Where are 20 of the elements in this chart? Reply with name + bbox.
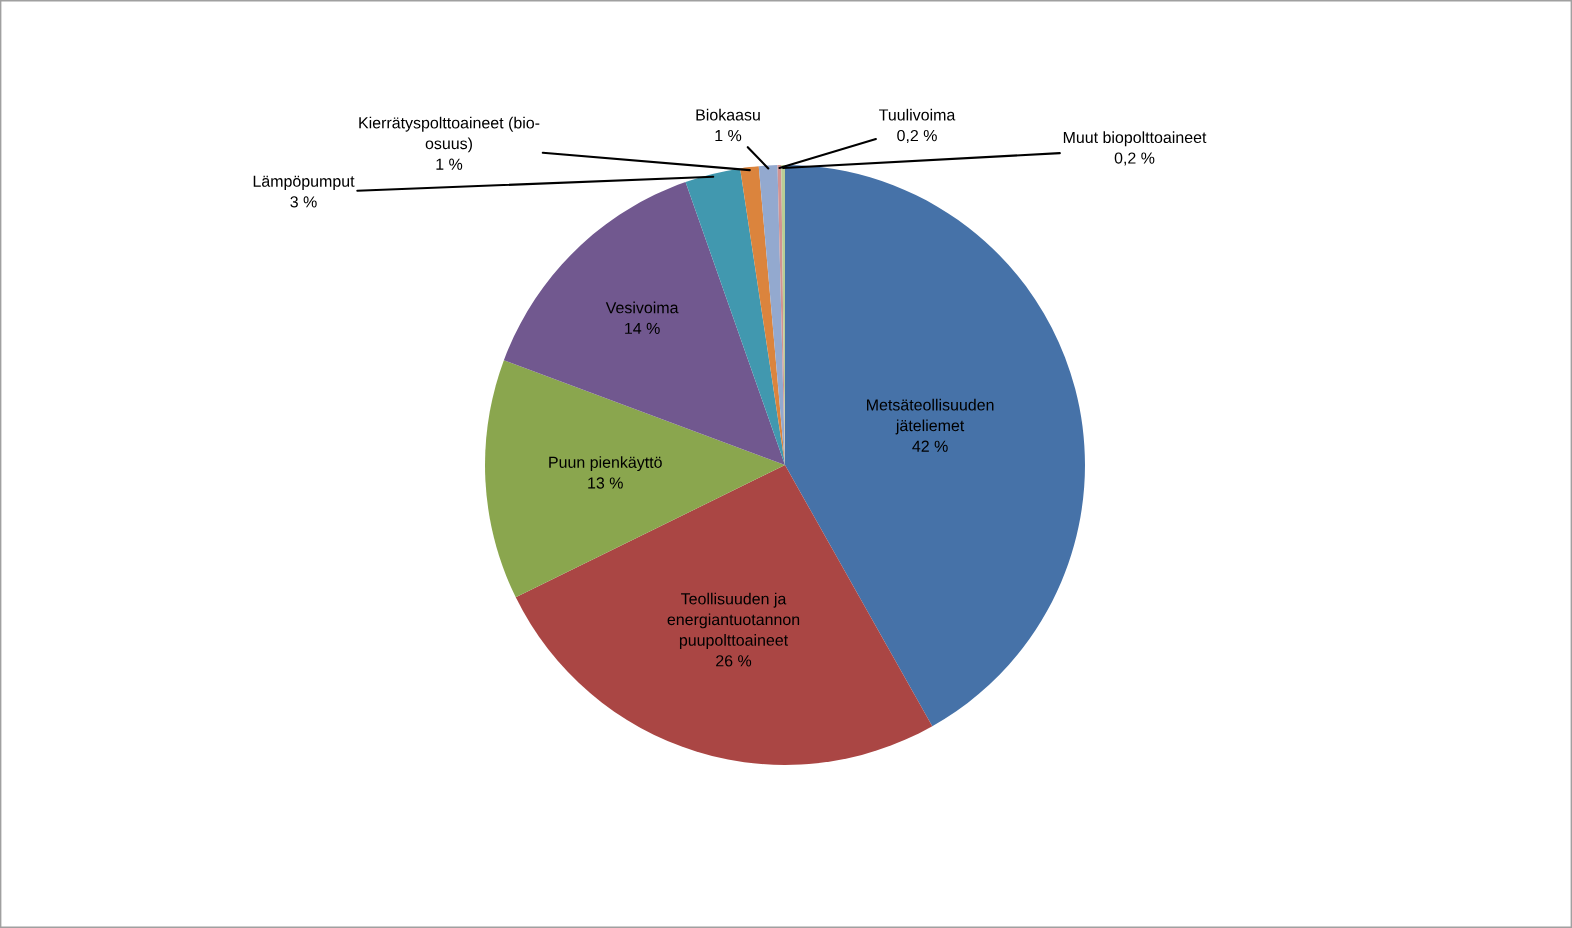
slice-label: Vesivoima	[605, 301, 679, 314]
data-label: 26 %	[716, 655, 752, 667]
slice-label: Biokaasu	[696, 108, 760, 121]
data-label: 42 %	[912, 440, 948, 452]
data-label: 1 %	[715, 129, 742, 142]
slice-label: Muut biopolttoaineet	[1063, 131, 1207, 147]
slice-label: Metsäteollisuuden jäteliemet	[867, 398, 994, 435]
data-label: 14 %	[625, 322, 660, 334]
slice-label: Teollisuuden ja energiantuotannon puupolttoaineet	[667, 592, 800, 649]
slice-label: Puun pienkäyttö	[549, 456, 662, 472]
pie-slice	[740, 166, 785, 465]
slice-label: Kierrätyspolttoaineet (bio- osuus)	[359, 116, 540, 153]
pie-slice	[685, 168, 785, 465]
data-label: 0,2 %	[897, 129, 937, 144]
data-label: 3 %	[290, 196, 317, 208]
data-label: 13 %	[588, 477, 623, 489]
data-label: 0,2 %	[1114, 152, 1155, 166]
data-label: 1 %	[436, 158, 463, 170]
slice-label: Tuulivoima	[879, 108, 956, 121]
slice-label: Lämpöpumput	[253, 175, 355, 191]
